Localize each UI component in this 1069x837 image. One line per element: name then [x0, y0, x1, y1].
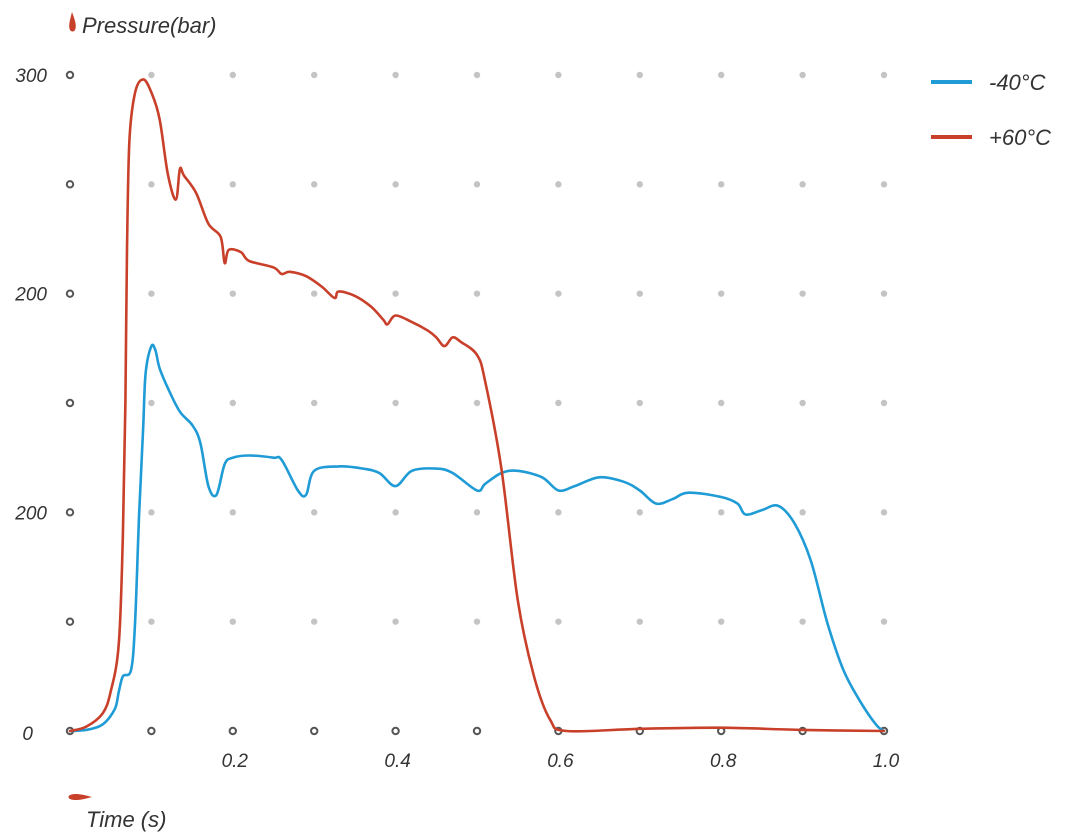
grid-dot	[718, 181, 725, 188]
x-tick-label: 0.4	[384, 751, 410, 772]
grid-dot	[311, 399, 318, 407]
grid-dot	[392, 509, 399, 516]
grid-dot	[392, 399, 399, 407]
y-tick-label: 300	[15, 66, 47, 87]
grid-dot	[229, 71, 236, 79]
grid-dot	[636, 399, 643, 407]
grid-dot	[148, 509, 155, 516]
grid-dot	[555, 71, 562, 79]
grid-dot	[229, 509, 236, 516]
grid-dot	[473, 399, 481, 407]
grid-dot	[473, 71, 481, 79]
legend-label: -40°C	[989, 70, 1046, 95]
x-tick-label: 0.8	[710, 751, 737, 772]
grid-dot	[636, 181, 643, 188]
x-tick-label: 1.0	[873, 751, 900, 772]
axis-tick-ring	[65, 180, 75, 189]
grid-dot	[718, 399, 725, 407]
grid-dot	[392, 181, 399, 188]
x-axis-title: Time (s)	[86, 807, 166, 832]
grid-dot	[636, 71, 643, 79]
grid-dot	[229, 618, 236, 625]
grid-dot	[799, 71, 806, 79]
grid-dot	[392, 290, 399, 297]
grid-dot	[473, 618, 481, 625]
grid-dot	[880, 181, 888, 188]
grid-dot	[311, 181, 318, 188]
y-axis-arrow-marker	[69, 12, 76, 32]
axis-tick-ring	[65, 508, 75, 517]
grid-dot	[148, 71, 155, 79]
grid-dot	[392, 618, 399, 625]
grid-dot	[311, 71, 318, 79]
grid-dot	[148, 181, 155, 188]
x-tick-label: 0.6	[547, 751, 574, 772]
grid-dot	[555, 181, 562, 188]
axis-tick-ring	[147, 726, 156, 736]
grid-dot	[636, 618, 643, 625]
axis-tick-ring	[472, 726, 482, 736]
grid-dot	[555, 618, 562, 625]
grid-dot	[799, 290, 806, 297]
grid-dot	[148, 399, 155, 407]
grid-dot	[880, 509, 888, 516]
grid-dot	[555, 290, 562, 297]
grid-dot	[799, 399, 806, 407]
grid-dot	[148, 290, 155, 297]
grid-dots	[65, 70, 889, 736]
series-lines	[68, 78, 886, 733]
axis-tick-ring	[310, 726, 319, 736]
axis-tick-ring	[65, 617, 75, 626]
grid-dot	[555, 509, 562, 516]
grid-dot	[799, 618, 806, 625]
grid-dot	[473, 181, 481, 188]
grid-dot	[799, 181, 806, 188]
grid-dot	[473, 290, 481, 297]
y-tick-label: 200	[14, 285, 47, 306]
grid-dot	[392, 71, 399, 79]
axis-tick-ring	[228, 726, 238, 736]
grid-dot	[880, 618, 888, 625]
x-axis-arrow-marker	[68, 793, 92, 801]
grid-dot	[229, 399, 236, 407]
grid-dot	[718, 71, 725, 79]
y-axis-title: Pressure(bar)	[82, 13, 216, 38]
grid-dot	[636, 290, 643, 297]
grid-dot	[148, 618, 155, 625]
series-line	[68, 78, 886, 733]
grid-dot	[718, 618, 725, 625]
grid-dot	[880, 71, 888, 79]
legend: -40°C +60°C	[931, 70, 1051, 150]
grid-dot	[229, 181, 236, 188]
axis-tick-ring	[65, 70, 75, 80]
grid-dot	[473, 509, 481, 516]
grid-dot	[311, 509, 318, 516]
grid-dot	[636, 509, 643, 516]
x-tick-label: 0.2	[222, 751, 249, 772]
series-line	[68, 343, 886, 733]
grid-dot	[799, 509, 806, 516]
grid-dot	[880, 290, 888, 297]
grid-dot	[555, 399, 562, 407]
axes: Pressure(bar) Time (s) 300 200 200 0 0.2 0.4 0…	[14, 12, 900, 832]
axis-tick-ring	[391, 726, 400, 736]
y-tick-label: 0	[22, 724, 33, 745]
legend-label: +60°C	[989, 125, 1051, 150]
grid-dot	[311, 618, 318, 625]
grid-dot	[229, 290, 236, 297]
grid-dot	[311, 290, 318, 297]
axis-tick-ring	[65, 289, 75, 298]
y-tick-label: 200	[14, 503, 47, 524]
grid-dot	[880, 399, 888, 407]
axis-tick-ring	[65, 398, 75, 408]
grid-dot	[718, 509, 725, 516]
grid-dot	[718, 290, 725, 297]
